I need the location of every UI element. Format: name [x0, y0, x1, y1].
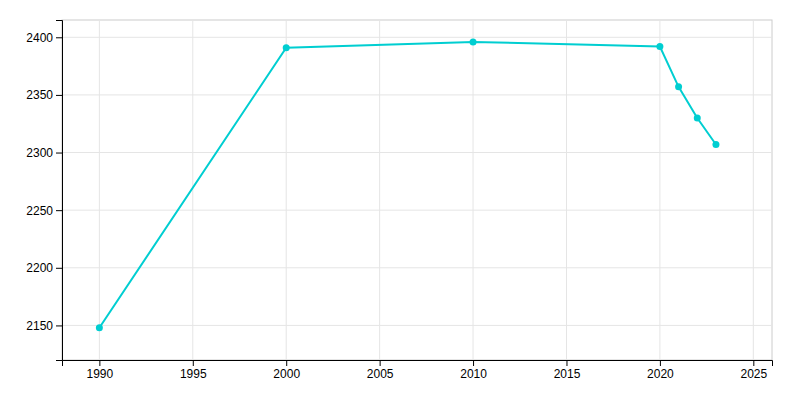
axis-line	[63, 361, 773, 367]
tick-mark	[566, 360, 567, 366]
tick: 2000	[273, 360, 300, 381]
tick-label: 1990	[87, 367, 114, 381]
tick: 2350	[26, 88, 62, 102]
grid-line	[62, 94, 772, 95]
tick-mark	[380, 360, 381, 366]
tick-label: 1995	[180, 367, 207, 381]
plot-frame	[62, 20, 772, 360]
grid-line	[379, 20, 380, 360]
tick-mark	[473, 360, 474, 366]
plot: 1990 1995 2000 2005 2010 2015 2020 2025 2150 2200…	[26, 20, 772, 381]
marker	[96, 324, 103, 331]
tick: 1995	[180, 360, 207, 381]
tick-mark	[56, 210, 62, 211]
tick-label: 2200	[26, 261, 53, 275]
tick-label: 2020	[647, 367, 674, 381]
tick-label: 2250	[26, 204, 53, 218]
tick-label: 2005	[367, 367, 394, 381]
grid	[62, 20, 772, 360]
marker	[712, 141, 719, 148]
tick-mark	[56, 95, 62, 96]
tick-label: 2150	[26, 319, 53, 333]
line	[99, 42, 716, 328]
tick: 2400	[26, 31, 62, 45]
y-axis: 2150 2200 2250 2300 2350 2400	[26, 21, 62, 361]
tick-mark	[56, 153, 62, 154]
tick-label: 2000	[273, 367, 300, 381]
tick-label: 2010	[460, 367, 487, 381]
marker	[675, 83, 682, 90]
tick-label: 2015	[554, 367, 581, 381]
grid-line	[99, 20, 100, 360]
tick-mark	[193, 360, 194, 366]
tick-label: 2300	[26, 146, 53, 160]
tick-label: 2400	[26, 31, 53, 45]
grid-line	[473, 20, 474, 360]
grid-line	[566, 20, 567, 360]
tick: 2015	[554, 360, 581, 381]
tick-mark	[99, 360, 100, 366]
tick: 2150	[26, 319, 62, 333]
tick-mark	[286, 360, 287, 366]
grid-line	[286, 20, 287, 360]
grid-line	[62, 37, 772, 38]
tick: 1990	[87, 360, 114, 381]
axis-line	[56, 21, 63, 361]
tick-label: 2350	[26, 88, 53, 102]
grid-line	[753, 20, 754, 360]
grid-line	[62, 152, 772, 153]
marker	[283, 44, 290, 51]
tick: 2010	[460, 360, 487, 381]
tick: 2025	[740, 360, 767, 381]
marker	[470, 38, 477, 45]
tick: 2020	[647, 360, 674, 381]
tick: 2200	[26, 261, 62, 275]
tick: 2300	[26, 146, 62, 160]
tick: 2005	[367, 360, 394, 381]
tick-label: 2025	[740, 367, 767, 381]
grid-line	[659, 20, 660, 360]
grid-line	[62, 325, 772, 326]
grid-line	[62, 210, 772, 211]
tick-mark	[56, 268, 62, 269]
tick-mark	[56, 37, 62, 38]
tick-mark	[753, 360, 754, 366]
chart: 1990 1995 2000 2005 2010 2015 2020 2025 2150 2200…	[0, 0, 800, 400]
tick-mark	[660, 360, 661, 366]
series	[96, 38, 720, 331]
tick-mark	[56, 325, 62, 326]
marker	[656, 43, 663, 50]
grid-line	[62, 267, 772, 268]
tick: 2250	[26, 204, 62, 218]
marker	[694, 114, 701, 121]
x-axis: 1990 1995 2000 2005 2010 2015 2020 2025	[63, 360, 773, 381]
